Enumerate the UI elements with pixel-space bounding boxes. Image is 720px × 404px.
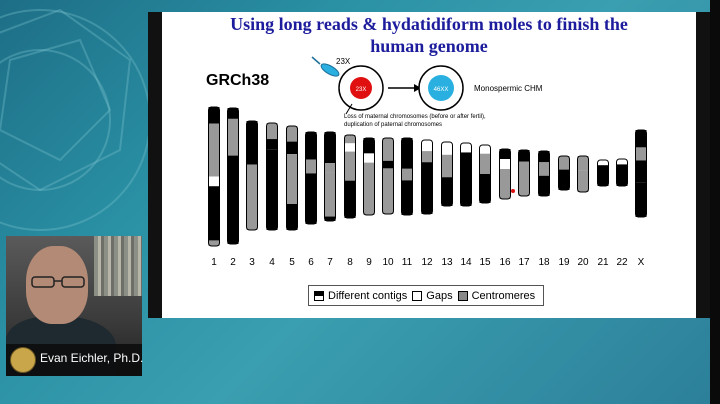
- chromosome-label: 19: [558, 257, 570, 268]
- chromosome-label: 1: [211, 257, 217, 268]
- chromosome-1: [208, 106, 220, 247]
- contig-swatch-icon: [314, 290, 324, 301]
- chromosome-4: [266, 122, 278, 231]
- chromosome-ideograms: 1 2 3 4 5 6 7 8 9 10 11 12 13 14 15 16 17 18 19 20 21 22 X: [208, 106, 647, 268]
- chromosome-label: 11: [402, 257, 413, 268]
- gap-swatch-icon: [412, 290, 423, 301]
- chromosome-15: [479, 144, 491, 204]
- nucleus-blue-icon: [428, 75, 454, 101]
- chromosome-22: [616, 158, 628, 187]
- chromosome-3: [246, 120, 258, 231]
- chromosome-label: 8: [347, 257, 353, 268]
- chromosome-13: [441, 141, 453, 207]
- chromosome-19: [558, 155, 570, 191]
- chromosome-label: 10: [382, 257, 394, 268]
- legend-contigs: Different contigs: [314, 290, 407, 302]
- chromosome-label: 4: [269, 257, 275, 268]
- chromosome-17: [518, 149, 530, 197]
- chromosome-X: [635, 129, 647, 218]
- chromosome-5: [286, 125, 298, 231]
- chromosome-label: 3: [249, 257, 255, 268]
- nucleus-red-icon: [350, 77, 372, 99]
- chromosome-label: 7: [327, 257, 333, 268]
- result-label: Monospermic CHM: [474, 84, 543, 93]
- slide-title: Using long reads & hydatidiform moles to…: [162, 12, 696, 57]
- sperm-label: 23X: [336, 57, 351, 66]
- chromosome-label: 9: [366, 257, 372, 268]
- chromosome-label: 14: [460, 257, 472, 268]
- organization-logo-icon: [10, 347, 36, 373]
- chromosome-label: 5: [289, 257, 295, 268]
- bookshelf: [94, 236, 142, 296]
- legend: Different contigs Gaps Centromeres: [308, 285, 544, 306]
- chromosome-11: [401, 137, 413, 216]
- note-line1: Loss of maternal chromosomes (before or …: [344, 114, 486, 120]
- chromosome-14: [460, 142, 472, 207]
- chromosome-9: [363, 137, 375, 216]
- chromosome-label: 20: [577, 257, 589, 268]
- legend-centromeres: Centromeres: [457, 289, 536, 302]
- chromosome-10: [382, 137, 394, 215]
- chromosome-21: [597, 159, 609, 187]
- chromosome-18: [538, 150, 550, 197]
- chromosome-label: 18: [538, 257, 550, 268]
- chromosome-12: [421, 139, 433, 215]
- speaker-name: Evan Eichler, Ph.D.: [40, 351, 144, 365]
- right-border: [710, 0, 720, 404]
- marker-dot: [511, 189, 515, 193]
- chromosome-16: [499, 148, 511, 200]
- speaker-head: [26, 246, 88, 324]
- presentation-slide: Using long reads & hydatidiform moles to…: [162, 12, 696, 318]
- glasses-icon: [31, 276, 85, 288]
- egg-cell-label: 23X: [356, 87, 367, 93]
- karyotype-figure: 23X 23X 46XX Monospermic CHM Loss of mat…: [208, 56, 647, 268]
- fertilization-diagram: 23X 23X 46XX Monospermic CHM Loss of mat…: [311, 56, 543, 128]
- slide-title-line1: Using long reads & hydatidiform moles to…: [230, 14, 628, 34]
- chromosome-label: 17: [518, 257, 530, 268]
- chromosome-2: [227, 107, 239, 245]
- chromosome-label: 2: [230, 257, 236, 268]
- legend-gaps-label: Gaps: [426, 289, 453, 302]
- chromosome-label: 6: [308, 257, 314, 268]
- chromosome-label: X: [638, 257, 645, 268]
- chromosome-label: 16: [499, 257, 511, 268]
- chromosome-8: [344, 134, 356, 219]
- centromere-swatch-icon: [457, 290, 468, 301]
- chromosome-label: 13: [441, 257, 453, 268]
- chromosome-label: 21: [597, 257, 609, 268]
- legend-gaps: Gaps: [412, 289, 453, 302]
- legend-contigs-label: Different contigs: [328, 289, 408, 302]
- chromosome-label: 22: [616, 257, 628, 268]
- sperm-icon: [320, 63, 340, 77]
- chromosome-6: [305, 131, 317, 225]
- note-line2: duplication of paternal chromosomes: [344, 122, 442, 128]
- chromosome-label: 15: [479, 257, 491, 268]
- legend-centromeres-label: Centromeres: [471, 289, 536, 302]
- chromosome-7: [324, 131, 336, 222]
- chromosome-label: 12: [421, 257, 433, 268]
- zygote-cell-label: 46XX: [434, 87, 449, 93]
- assembly-label: GRCh38: [206, 72, 270, 89]
- chromosome-20: [577, 155, 589, 193]
- slide-title-line2: human genome: [370, 36, 488, 56]
